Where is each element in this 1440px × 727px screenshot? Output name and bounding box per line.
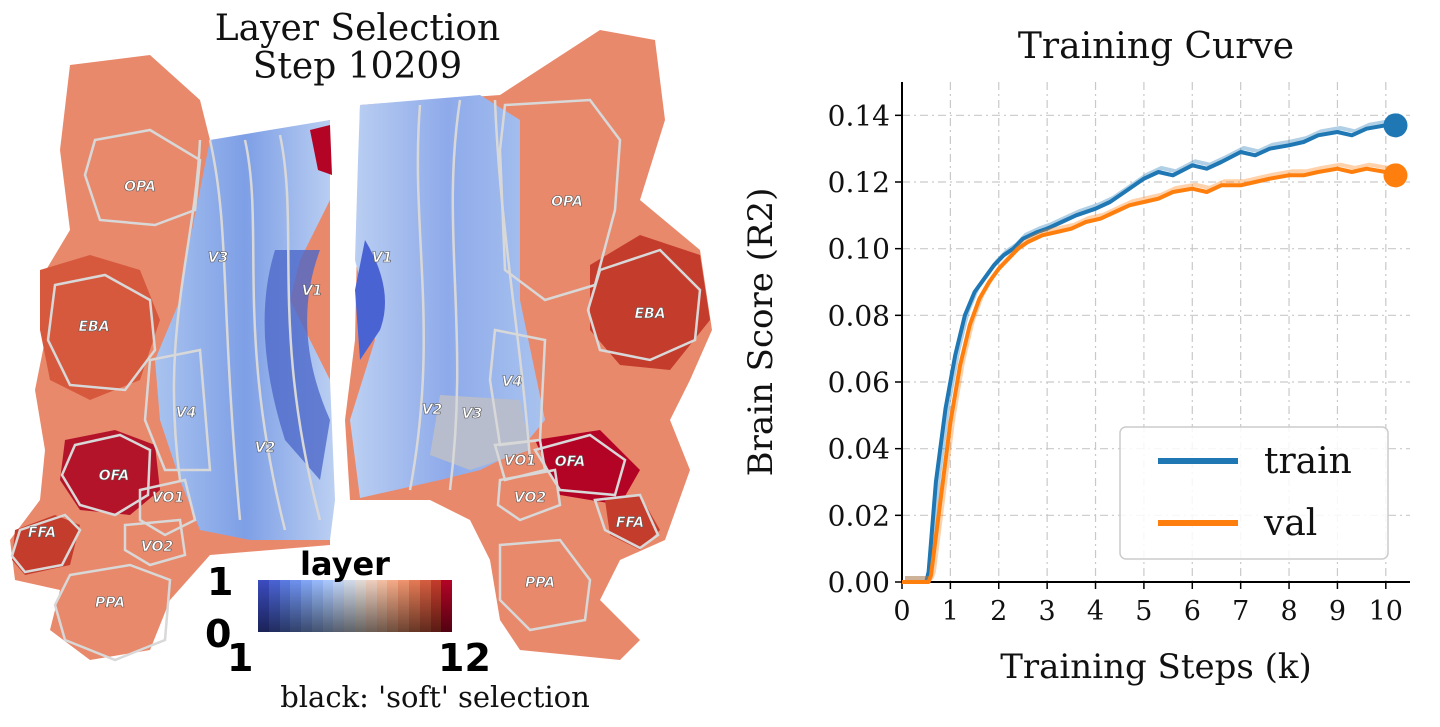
roi-label-vo2-left: VO2 bbox=[141, 539, 173, 555]
left-panel-title: Layer Selection Step 10209 bbox=[150, 10, 565, 86]
y-tick-label: 0.00 bbox=[828, 566, 890, 599]
x-tick-label: 10 bbox=[1369, 596, 1403, 627]
roi-label-v3-left: V3 bbox=[208, 250, 229, 266]
y-tick-label: 0.02 bbox=[828, 499, 890, 532]
y-tick-label: 0.10 bbox=[828, 233, 890, 266]
left-title-line1: Layer Selection bbox=[214, 8, 501, 49]
roi-label-ffa-left: FFA bbox=[28, 525, 56, 541]
brain-flatmap: OPA OPA V3 V1 V1 EBA EBA V4 V4 V2 V2 V3 … bbox=[10, 30, 712, 662]
roi-label-vo2-right: VO2 bbox=[514, 490, 546, 506]
y-tick-label: 0.06 bbox=[828, 366, 890, 399]
roi-label-ffa-right: FFA bbox=[616, 515, 644, 531]
colorbar-soft-shade bbox=[258, 580, 452, 632]
final-marker-train bbox=[1383, 113, 1408, 138]
y-axis-label: Brain Score (R2) bbox=[741, 188, 781, 477]
x-tick-label: 7 bbox=[1232, 596, 1249, 627]
roi-label-v2-left: V2 bbox=[255, 440, 276, 456]
roi-label-ppa-right: PPA bbox=[525, 575, 555, 591]
x-tick-label: 2 bbox=[990, 596, 1007, 627]
y-tick-label: 0.14 bbox=[828, 99, 890, 132]
x-tick-label: 3 bbox=[1039, 596, 1056, 627]
final-marker-val bbox=[1383, 163, 1408, 188]
colorbar-title: layer bbox=[300, 545, 390, 583]
roi-label-eba-right: EBA bbox=[634, 306, 665, 322]
x-tick-label: 4 bbox=[1087, 596, 1104, 627]
x-tick-label: 5 bbox=[1135, 596, 1152, 627]
roi-label-vo1-right: VO1 bbox=[504, 453, 536, 469]
roi-label-ofa-right: OFA bbox=[555, 454, 586, 470]
roi-label-eba-left: EBA bbox=[78, 319, 109, 335]
roi-label-v1-left: V1 bbox=[302, 283, 323, 299]
right-v-strip bbox=[350, 95, 545, 498]
roi-label-opa-left: OPA bbox=[124, 179, 156, 195]
series-line-val bbox=[902, 166, 1397, 584]
x-tick-label: 0 bbox=[893, 596, 910, 627]
left-title-line2: Step 10209 bbox=[252, 46, 463, 87]
roi-label-v2-right: V2 bbox=[422, 402, 443, 418]
y-tick-label: 0.04 bbox=[828, 433, 890, 466]
y-tick-label: 0.08 bbox=[828, 299, 890, 332]
x-tick-label: 6 bbox=[1184, 596, 1201, 627]
roi-label-v4-left: V4 bbox=[176, 405, 197, 421]
x-tick-label: 9 bbox=[1329, 596, 1346, 627]
colorbar-note: black: 'soft' selection bbox=[280, 680, 590, 714]
roi-label-ofa-left: OFA bbox=[99, 468, 130, 484]
colorbar-alpha-min: 0 bbox=[205, 612, 232, 656]
x-tick-label: 8 bbox=[1280, 596, 1297, 627]
series-line-train bbox=[902, 123, 1396, 584]
roi-label-ppa-left: PPA bbox=[95, 595, 125, 611]
x-axis-label: Training Steps (k) bbox=[1000, 647, 1312, 687]
colorbar-layer-min: 1 bbox=[227, 636, 254, 680]
roi-label-v1-right: V1 bbox=[372, 250, 393, 266]
training-curve-chart: 0 1 2 3 4 5 6 7 8 9 10 0.00 0.02 0.04 0.06 0.08 0.10 0.12… bbox=[741, 82, 1410, 687]
colorbar-layer-max: 12 bbox=[438, 636, 491, 680]
y-tick-label: 0.12 bbox=[828, 166, 890, 199]
roi-label-vo1-left: VO1 bbox=[152, 490, 184, 506]
chart-title: Training Curve bbox=[1017, 26, 1295, 67]
legend-label-val: val bbox=[1263, 503, 1317, 544]
colorbar-alpha-max: 1 bbox=[207, 560, 234, 604]
roi-label-opa-right: OPA bbox=[551, 194, 583, 210]
roi-label-v4-right: V4 bbox=[502, 374, 523, 390]
x-tick-label: 1 bbox=[942, 596, 959, 627]
roi-label-v3-right: V3 bbox=[462, 406, 483, 422]
legend-label-train: train bbox=[1264, 441, 1352, 482]
